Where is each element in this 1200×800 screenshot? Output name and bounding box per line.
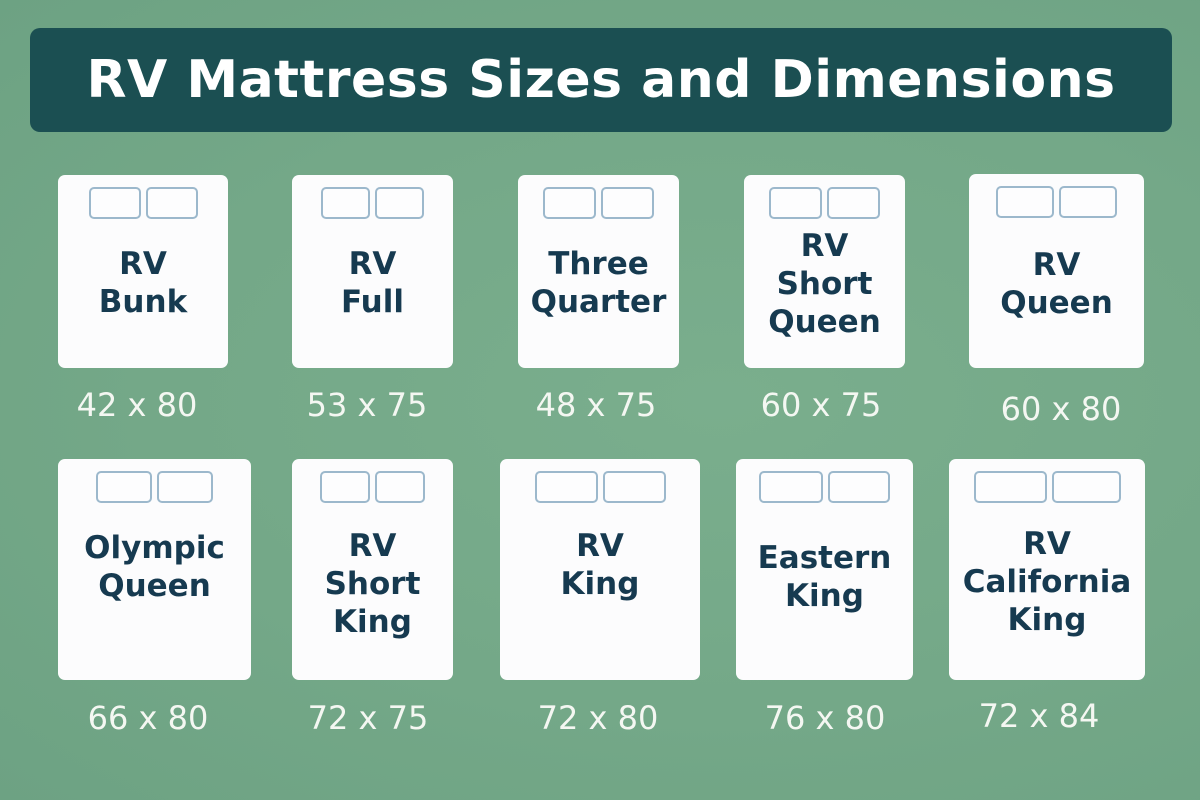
pillows-icon xyxy=(292,471,453,503)
pillows-icon xyxy=(736,471,913,503)
mattress-dimensions: 76 x 80 xyxy=(764,699,886,737)
pillows-icon xyxy=(744,187,905,219)
mattress-name: Three Quarter xyxy=(530,246,667,320)
mattress-card-rv-full: RV Full xyxy=(292,175,453,368)
mattress-name: RV Short Queen xyxy=(768,228,881,340)
mattress-dimensions: 53 x 75 xyxy=(306,386,428,424)
pillows-icon xyxy=(500,471,700,503)
mattress-name: RV Bunk xyxy=(98,246,188,320)
mattress-name: RV King xyxy=(560,528,640,602)
mattress-name: RV Queen xyxy=(1000,247,1113,321)
mattress-name: Eastern King xyxy=(757,540,892,614)
page-title: RV Mattress Sizes and Dimensions xyxy=(86,50,1116,110)
mattress-dimensions: 72 x 84 xyxy=(978,697,1100,735)
mattress-dimensions: 72 x 75 xyxy=(307,699,429,737)
mattress-name: RV Short King xyxy=(324,528,421,640)
pillows-icon xyxy=(949,471,1145,503)
pillows-icon xyxy=(969,186,1144,218)
mattress-card-rv-short-queen: RV Short Queen xyxy=(744,175,905,368)
title-banner: RV Mattress Sizes and Dimensions xyxy=(30,28,1172,132)
mattress-card-rv-short-king: RV Short King xyxy=(292,459,453,680)
mattress-name: Olympic Queen xyxy=(84,530,225,604)
mattress-dimensions: 66 x 80 xyxy=(87,699,209,737)
mattress-name: RV California King xyxy=(962,526,1132,638)
mattress-card-rv-king: RV King xyxy=(500,459,700,680)
mattress-name: RV Full xyxy=(341,246,404,320)
mattress-dimensions: 72 x 80 xyxy=(537,699,659,737)
mattress-card-olympic-queen: Olympic Queen xyxy=(58,459,251,680)
mattress-card-eastern-king: Eastern King xyxy=(736,459,913,680)
mattress-dimensions: 60 x 80 xyxy=(1000,390,1122,428)
mattress-dimensions: 42 x 80 xyxy=(76,386,198,424)
mattress-dimensions: 48 x 75 xyxy=(535,386,657,424)
pillows-icon xyxy=(58,471,251,503)
pillows-icon xyxy=(58,187,228,219)
mattress-card-rv-queen: RV Queen xyxy=(969,174,1144,368)
pillows-icon xyxy=(518,187,679,219)
mattress-card-rv-bunk: RV Bunk xyxy=(58,175,228,368)
pillows-icon xyxy=(292,187,453,219)
mattress-card-rv-california-king: RV California King xyxy=(949,459,1145,680)
mattress-dimensions: 60 x 75 xyxy=(760,386,882,424)
mattress-card-three-quarter: Three Quarter xyxy=(518,175,679,368)
